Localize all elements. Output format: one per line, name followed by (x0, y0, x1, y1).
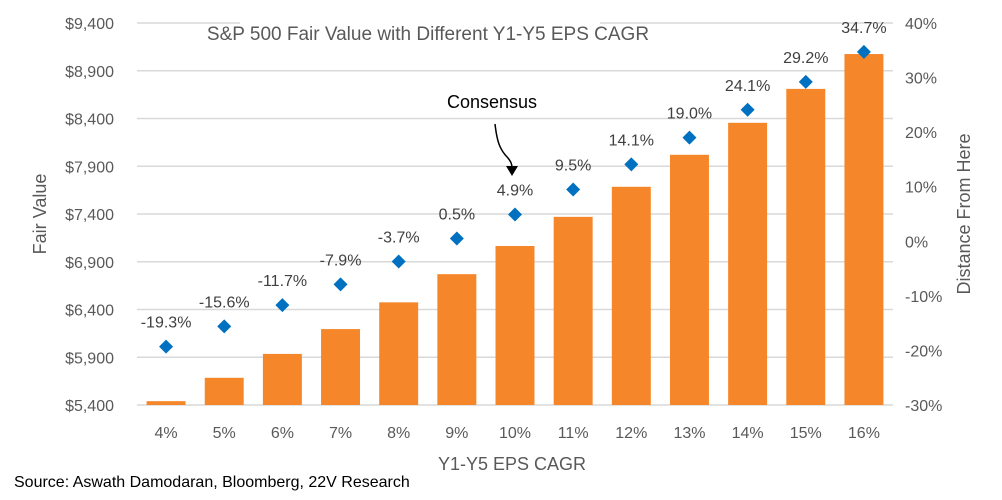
y2-tick-label: 20% (905, 125, 937, 142)
y2-tick-label: -30% (905, 398, 942, 415)
bar (379, 302, 419, 405)
data-label: 0.5% (439, 207, 475, 224)
diamond-marker (740, 102, 755, 117)
y-tick-label: $6,900 (65, 255, 114, 272)
y-tick-label: $5,900 (65, 350, 114, 367)
x-tick-label: 12% (615, 425, 647, 442)
x-tick-label: 10% (499, 425, 531, 442)
x-tick-label: 6% (271, 425, 294, 442)
diamond-marker (508, 207, 522, 222)
data-label: 4.9% (497, 183, 533, 200)
diamond-marker (682, 130, 697, 145)
y-tick-label: $8,400 (65, 112, 114, 129)
consensus-arrow-line (494, 123, 513, 169)
x-tick-label: 8% (387, 425, 410, 442)
data-label: 24.1% (725, 78, 770, 95)
diamond-markers (159, 44, 871, 354)
x-tick-label: 7% (329, 425, 352, 442)
x-tick-label: 16% (848, 425, 880, 442)
diamond-marker (856, 44, 871, 59)
consensus-arrow-head (506, 166, 518, 176)
right-axis-ticks: -30% -20% -10% 0% 10% 20% 30% 40% (905, 16, 942, 415)
x-tick-label: 11% (558, 425, 589, 442)
diamond-marker (798, 74, 813, 89)
bar (437, 274, 477, 405)
data-label: 14.1% (609, 132, 654, 149)
bar (553, 216, 593, 405)
x-tick-label: 5% (213, 425, 236, 442)
left-axis-ticks: $5,400 $5,900 $6,400 $6,900 $7,400 $7,900 $8,4… (65, 16, 114, 415)
y2-tick-label: 0% (905, 234, 928, 251)
x-tick-label: 13% (673, 425, 705, 442)
data-labels: -19.3% -15.6% -11.7% -7.9% -3.7% 0.5% 4.9% 9.5%… (141, 20, 887, 332)
bar (146, 401, 186, 405)
bars (146, 54, 884, 406)
x-axis-title: Y1-Y5 EPS CAGR (438, 454, 586, 474)
data-label: 34.7% (841, 20, 886, 37)
title-background (240, 18, 600, 48)
bar (844, 54, 884, 405)
bar (611, 186, 651, 405)
bar (786, 88, 826, 406)
data-label: 29.2% (783, 50, 828, 67)
y-axis-title: Fair Value (30, 174, 50, 255)
y2-tick-label: 10% (905, 180, 937, 197)
diamond-marker (159, 339, 174, 354)
data-label: -15.6% (199, 294, 250, 311)
consensus-annotation: Consensus (447, 92, 537, 176)
bar (262, 353, 302, 405)
diamond-marker (624, 157, 639, 172)
diamond-marker (391, 254, 406, 269)
y2-axis-title: Distance From Here (954, 133, 974, 294)
y-tick-label: $6,400 (65, 303, 114, 320)
y2-tick-label: 40% (905, 16, 937, 33)
x-tick-label: 4% (155, 425, 178, 442)
x-axis-ticks: 4% 5% 6% 7% 8% 9% 10% 11% 12% 13% 14% 15% 16% (155, 425, 880, 442)
bar (321, 329, 361, 405)
y-tick-label: $9,400 (65, 16, 114, 33)
y-tick-label: $7,900 (65, 159, 114, 176)
data-label: -3.7% (378, 229, 420, 246)
diamond-marker (449, 231, 464, 246)
y-tick-label: $8,900 (65, 64, 114, 81)
y-tick-label: $7,400 (65, 207, 114, 224)
data-label: 9.5% (555, 157, 591, 174)
x-tick-label: 14% (732, 425, 764, 442)
diamond-marker (566, 182, 581, 197)
x-tick-label: 15% (790, 425, 822, 442)
data-label: 19.0% (667, 106, 712, 123)
bar (495, 245, 535, 405)
bar (669, 154, 709, 405)
diamond-marker (333, 277, 348, 292)
y2-tick-label: -20% (905, 343, 942, 360)
bar (728, 122, 768, 406)
data-label: -19.3% (141, 315, 192, 332)
diamond-marker (275, 298, 290, 313)
data-label: -11.7% (258, 273, 308, 290)
x-tick-label: 9% (445, 425, 468, 442)
y2-tick-label: 30% (905, 71, 937, 88)
source-note: Source: Aswath Damodaran, Bloomberg, 22V… (14, 474, 410, 491)
bar (204, 377, 244, 405)
consensus-label: Consensus (447, 92, 537, 112)
y2-tick-label: -10% (905, 289, 942, 306)
data-label: -7.9% (320, 252, 362, 269)
diamond-marker (217, 319, 232, 334)
y-tick-label: $5,400 (65, 398, 114, 415)
chart-title: S&P 500 Fair Value with Different Y1-Y5 … (207, 24, 649, 45)
